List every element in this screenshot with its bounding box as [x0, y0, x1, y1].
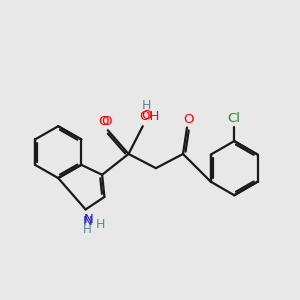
Text: H: H [141, 99, 151, 112]
FancyBboxPatch shape [81, 224, 93, 236]
Text: OH: OH [139, 110, 160, 124]
FancyBboxPatch shape [140, 110, 152, 121]
Text: H: H [96, 218, 105, 231]
Text: Cl: Cl [228, 112, 241, 125]
FancyBboxPatch shape [82, 214, 94, 225]
FancyBboxPatch shape [225, 113, 244, 124]
Text: O: O [183, 113, 194, 126]
Text: N: N [83, 213, 93, 226]
Text: O: O [101, 116, 111, 128]
FancyBboxPatch shape [183, 114, 195, 125]
FancyBboxPatch shape [140, 111, 159, 123]
FancyBboxPatch shape [98, 116, 110, 128]
FancyBboxPatch shape [140, 100, 152, 111]
Text: H: H [83, 224, 92, 236]
Text: N: N [82, 214, 92, 227]
FancyBboxPatch shape [94, 219, 106, 230]
Text: O: O [98, 116, 109, 128]
Text: O: O [141, 109, 151, 122]
FancyBboxPatch shape [81, 215, 93, 226]
FancyBboxPatch shape [100, 116, 112, 128]
